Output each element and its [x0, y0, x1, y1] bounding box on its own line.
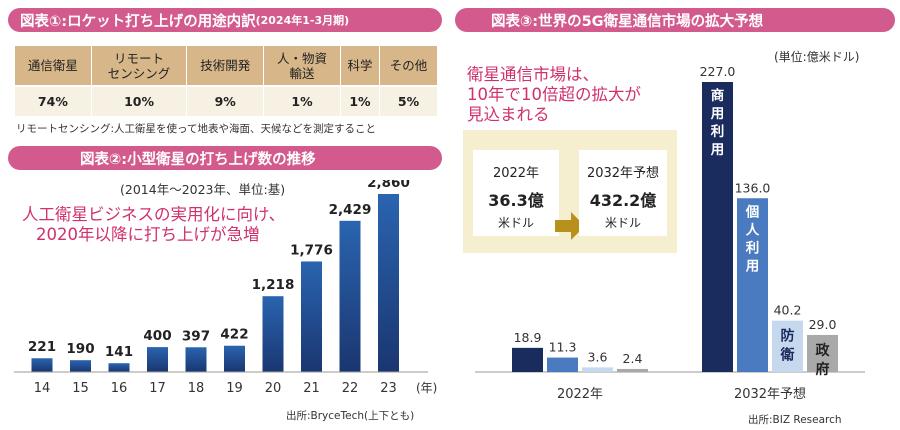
market-value-label: 11.3: [549, 340, 577, 355]
chart1-title: 図表①:ロケット打ち上げの用途内訳 (2024年1-3月期): [8, 8, 442, 32]
series-name-label: 個人利用: [745, 203, 760, 274]
market-value-label: 18.9: [514, 330, 542, 345]
launch-bar: [108, 363, 130, 372]
market-bar: [702, 82, 733, 372]
launch-bar: [378, 194, 399, 372]
year-tick-label: 14: [34, 381, 51, 396]
launch-value-label: 1,776: [290, 242, 333, 258]
market-bar: [737, 198, 768, 372]
chart3-source: 出所:BIZ Research: [748, 414, 842, 426]
market-value-label: 3.6: [588, 349, 608, 364]
market-bar-chart: 18.9 11.3 3.6 2.4 2022年 227.0 商用利用 136.0 個人利用 40.…: [475, 64, 865, 402]
chart3-title: 図表③:世界の5G衛星通信市場の拡大予想: [455, 8, 895, 32]
market-2022-year: 2022年: [492, 166, 540, 181]
chart2-annotation-line1: 人工衛星ビジネスの実用化に向け、: [22, 205, 286, 224]
chart2-annotation: 人工衛星ビジネスの実用化に向け、 2020年以降に打ち上げが急増: [22, 205, 285, 245]
launch-bar-chart: 221 14 190 15 141 16 400 17 397 18 422 19 1,218 20 1,7…: [14, 180, 437, 396]
year-tick-label: 21: [303, 381, 320, 396]
market-2032-value: 432.2億: [589, 191, 657, 210]
chart3-unit: (単位:億米ドル): [774, 50, 860, 64]
market-bar: [617, 368, 648, 372]
chart3-title-text: 図表③:世界の5G衛星通信市場の拡大予想: [491, 13, 764, 30]
chart2-title-text: 図表②:小型衛星の打ち上げ数の推移: [80, 151, 316, 168]
launch-bar: [31, 358, 53, 372]
chart3-annotation-line1: 衛星通信市場は、: [467, 65, 599, 84]
market-2022-unit: 米ドル: [497, 216, 534, 230]
year-tick-label: 22: [342, 381, 359, 396]
usage-value-cell: 10%: [90, 85, 188, 116]
year-tick-label: 19: [226, 381, 243, 396]
market-2032-unit: 米ドル: [604, 216, 641, 230]
market-bar: [582, 367, 613, 372]
market-2032-year: 2032年予想: [586, 166, 660, 181]
usage-table-header: 通信衛星 リモート センシング 技術開発 人・物資 輸送 科学 その他: [14, 46, 438, 86]
market-value-label: 40.2: [774, 303, 802, 318]
growth-arrow-icon: [555, 212, 585, 240]
market-bar: [772, 320, 803, 372]
usage-header-cell: その他: [379, 46, 438, 86]
chart2-annotation-line2: 2020年以降に打ち上げが急増: [36, 225, 260, 244]
launch-value-label: 2,860: [367, 180, 410, 191]
launch-value-label: 2,429: [329, 202, 372, 218]
launch-bar: [301, 261, 322, 372]
year-tick-label: 20: [265, 381, 282, 396]
chart3-annotation-line2: 10年で10倍超の拡大が: [467, 85, 641, 104]
usage-value-cell: 74%: [14, 85, 92, 116]
launch-value-label: 1,218: [252, 277, 295, 293]
usage-header-cell: 技術開発: [186, 46, 265, 86]
chart3-annotation: 衛星通信市場は、 10年で10倍超の拡大が 見込まれる: [467, 65, 641, 125]
launch-value-label: 422: [220, 327, 248, 343]
launch-bar: [147, 347, 168, 372]
market-bar: [547, 357, 578, 372]
usage-header-cell: リモート センシング: [90, 46, 188, 86]
remote-sensing-note: リモートセンシング:人工衛星を使って地表や海面、天候などを測定すること: [16, 123, 377, 135]
market-value-label: 2.4: [623, 351, 643, 366]
market-value-label: 136.0: [735, 180, 771, 195]
series-name-label: 防衛: [780, 328, 795, 364]
year-tick-label: 17: [149, 381, 166, 396]
usage-header-cell: 科学: [339, 46, 381, 86]
category-label: 2032年予想: [734, 386, 806, 402]
market-bar: [512, 347, 543, 372]
launch-bar: [70, 360, 91, 372]
usage-value-cell: 1%: [263, 85, 341, 116]
usage-header-cell: 人・物資 輸送: [263, 46, 341, 86]
x-axis-unit: (年): [416, 381, 437, 395]
launch-value-label: 221: [28, 339, 56, 355]
market-2022-value: 36.3億: [488, 191, 544, 210]
market-2022-card: 2022年 36.3億 米ドル: [473, 150, 559, 236]
year-tick-label: 23: [380, 381, 397, 396]
market-value-label: 227.0: [700, 64, 736, 79]
usage-value-cell: 9%: [186, 85, 265, 116]
market-value-label: 29.0: [809, 317, 837, 332]
launch-bar: [262, 296, 284, 372]
chart1-title-period: (2024年1-3月期): [255, 14, 350, 27]
launch-bar: [224, 345, 245, 372]
chart1-title-text: 図表①:ロケット打ち上げの用途内訳: [20, 13, 256, 30]
market-bar: [807, 334, 838, 372]
usage-value-cell: 1%: [339, 85, 381, 116]
usage-header-cell: 通信衛星: [14, 46, 92, 86]
launch-value-label: 141: [105, 344, 133, 360]
category-label: 2022年: [557, 387, 603, 402]
market-2032-card: 2032年予想 432.2億 米ドル: [579, 150, 667, 236]
usage-table: 通信衛星 リモート センシング 技術開発 人・物資 輸送 科学 その他 74% 10% 9% 1% 1…: [14, 46, 438, 116]
chart2-title: 図表②:小型衛星の打ち上げ数の推移: [8, 146, 442, 170]
series-name-label: 商用利用: [711, 87, 725, 158]
launch-bar: [339, 220, 361, 372]
usage-value-cell: 5%: [379, 85, 438, 116]
usage-table-row: 74% 10% 9% 1% 1% 5%: [14, 85, 438, 116]
chart2-subtitle: (2014年～2023年、単位:基): [120, 182, 286, 197]
launch-value-label: 190: [66, 341, 94, 357]
year-tick-label: 18: [188, 381, 205, 396]
series-name-label: 政府: [816, 342, 831, 378]
launch-value-label: 397: [182, 328, 210, 344]
market-size-box: 2022年 36.3億 米ドル 2032年予想 432.2億 米ドル: [463, 130, 677, 253]
year-tick-label: 15: [72, 381, 89, 396]
launch-bar: [185, 347, 207, 372]
chart3-annotation-line3: 見込まれる: [467, 105, 550, 124]
chart2-source: 出所:BryceTech(上下とも): [286, 410, 415, 422]
launch-value-label: 400: [143, 328, 171, 344]
year-tick-label: 16: [111, 381, 128, 396]
